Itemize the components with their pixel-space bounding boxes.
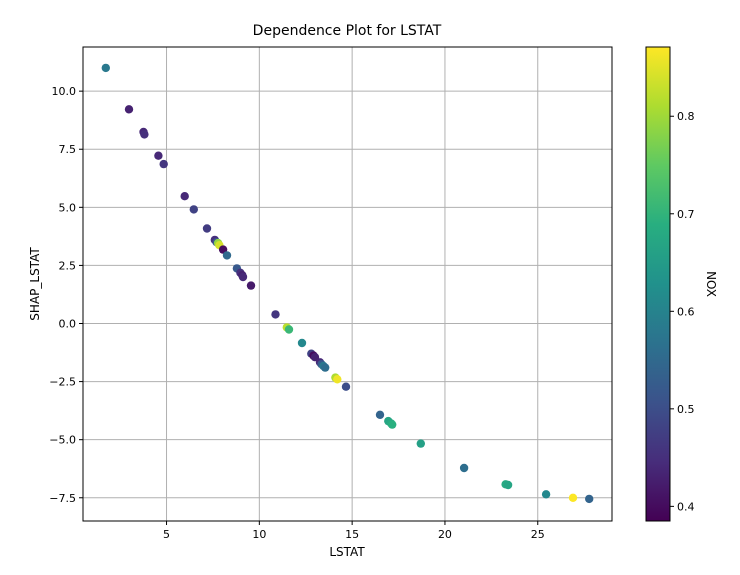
scatter-point [180, 192, 189, 201]
x-tick-label: 25 [531, 528, 545, 541]
scatter-point [375, 410, 385, 419]
y-tick-label: −7.5 [49, 492, 76, 505]
scatter-point [297, 338, 307, 348]
scatter-point [271, 310, 280, 319]
y-tick-label: 5.0 [59, 201, 77, 214]
scatter-point [124, 105, 134, 114]
scatter-point [246, 281, 256, 290]
scatter-point [159, 159, 168, 169]
y-tick-label: 2.5 [59, 259, 77, 272]
scatter-point [459, 463, 469, 473]
x-axis-label: LSTAT [329, 545, 365, 559]
colorbar [645, 46, 671, 522]
y-tick-label: 10.0 [52, 85, 77, 98]
chart-title: Dependence Plot for LSTAT [253, 23, 442, 39]
scatter-point [388, 420, 397, 429]
colorbar-tick-label: 0.5 [677, 403, 695, 416]
y-tick-label: 0.0 [59, 318, 77, 331]
scatter-point [541, 490, 551, 499]
scatter-point [189, 205, 198, 214]
scatter-point [321, 363, 330, 372]
scatter-point [333, 375, 342, 384]
scatter-point [238, 272, 248, 282]
colorbar-tick-label: 0.8 [677, 110, 695, 123]
scatter-point [154, 151, 163, 160]
scatter-point [284, 325, 294, 334]
colorbar-tick-label: 0.6 [677, 305, 695, 318]
scatter-point [341, 382, 351, 391]
scatter-points [101, 63, 594, 504]
scatter-point [222, 251, 232, 260]
y-axis-ticks: −7.5 −5.0 −2.5 0.0 2.5 5.0 7.5 10.0 [49, 85, 83, 505]
colorbar-label: NOX [704, 271, 718, 297]
y-axis-label: SHAP_LSTAT [28, 247, 42, 321]
scatter-point [585, 494, 594, 504]
colorbar-tick-label: 0.7 [677, 208, 695, 221]
scatter-point [416, 439, 425, 448]
scatter-point [568, 493, 578, 502]
colorbar-tick-label: 0.4 [677, 500, 695, 513]
plot-frame [82, 46, 613, 522]
x-tick-label: 5 [163, 528, 170, 541]
y-tick-label: −5.0 [49, 434, 76, 447]
scatter-point [202, 224, 212, 233]
scatter-point [140, 130, 149, 139]
y-tick-label: −2.5 [49, 376, 76, 389]
x-tick-label: 20 [438, 528, 452, 541]
scatter-point [101, 63, 111, 73]
x-tick-label: 15 [345, 528, 359, 541]
y-tick-label: 7.5 [59, 143, 77, 156]
x-tick-label: 10 [252, 528, 266, 541]
colorbar-ticks: 0.4 0.5 0.6 0.7 0.8 [670, 110, 695, 513]
grid-lines [83, 47, 612, 521]
scatter-point [503, 480, 513, 490]
x-axis-ticks: 5 10 15 20 25 [163, 521, 545, 541]
